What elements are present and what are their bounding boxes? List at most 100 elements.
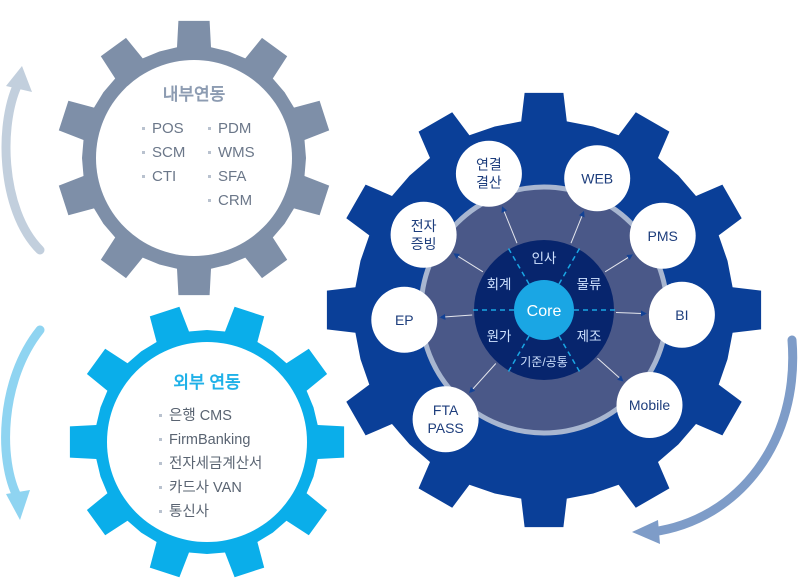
list-item-label: WMS [218,144,255,161]
list-item-label: CRM [218,192,252,209]
list-item: CRM [208,192,252,209]
module-connector [453,253,484,273]
module-connector [615,310,647,317]
bullet-icon [208,175,211,178]
list-item: POS [142,120,184,137]
segment-divider [507,335,530,373]
bullet-icon [142,175,145,178]
list-item-label: 전자세금계산서 [169,455,262,472]
segment-label: 제조 [577,329,602,344]
module-circle [390,201,457,268]
bullet-icon [159,510,162,513]
list-item-label: 카드사 VAN [169,479,242,496]
list-item: SFA [208,168,246,185]
list-item: PDM [208,120,251,137]
module-label: 연결 [476,157,502,173]
module-label: Mobile [629,397,670,413]
list-item: CTI [142,168,176,185]
bullet-icon [159,438,162,441]
module-circle [412,386,479,453]
segment-label: 기준/공통 [520,355,568,369]
segment-label: 인사 [532,251,557,266]
module-label: 결산 [476,175,502,191]
internal-title: 내부연동 [163,85,226,104]
bullet-icon [142,151,145,154]
list-item-label: 은행 CMS [169,407,232,424]
list-item: 전자세금계산서 [159,455,262,472]
list-item-label: FirmBanking [169,432,250,448]
module-circle [629,202,696,269]
cycle-arrow-bottom-left [1,325,45,503]
bullet-icon [208,151,211,154]
module-node: FTA PASS [412,386,479,453]
module-label: FTA [433,402,459,418]
cycle-arrow-right-head [632,520,660,544]
module-connector [604,254,634,273]
external-title: 외부 연동 [173,373,241,392]
gear-internal-face [96,60,292,256]
module-node: BI [648,281,715,348]
cycle-arrow-right [647,335,798,537]
list-item: WMS [208,144,255,161]
bullet-icon [159,486,162,489]
list-item-label: PDM [218,120,251,137]
bullet-icon [159,462,162,465]
core-center-label: Core [527,303,562,320]
list-item-label: CTI [152,168,176,185]
cycle-arrow-bottom-left-head [6,490,30,520]
list-item: FirmBanking [159,432,250,448]
cycle-arrow-top-left [1,75,45,255]
segment-divider [558,247,581,285]
module-circle [564,145,631,212]
module-connector [439,313,473,320]
module-label: BI [675,307,688,323]
module-label: 증빙 [411,236,437,252]
segment-label: 회계 [487,277,512,292]
list-item-label: POS [152,120,184,137]
module-node: EP [371,286,438,353]
module-connector [570,210,585,244]
list-item: 통신사 [159,503,209,520]
cycle-arrow-top-left-head [6,66,32,92]
core-center [514,280,574,340]
core-segment-dividers [472,247,616,373]
module-circle [371,286,438,353]
module-node: Mobile [616,372,683,438]
bullet-icon [142,127,145,130]
segment-label: 원가 [487,329,512,344]
module-connector [597,357,624,382]
module-connector [501,206,518,244]
module-label: PASS [427,420,463,436]
bullet-icon [159,414,162,417]
module-circle [648,281,715,348]
module-connector [469,363,497,394]
segment-label: 물류 [577,277,602,292]
bullet-icon [208,127,211,130]
module-label: WEB [581,170,613,186]
list-item: SCM [142,144,185,161]
gear-external-face [107,342,307,542]
list-item: 카드사 VAN [159,479,242,496]
list-item-label: SCM [152,144,185,161]
list-item-label: 통신사 [169,503,209,520]
list-item-label: SFA [218,168,246,185]
module-label: PMS [648,228,678,244]
module-node: WEB [564,145,631,212]
module-circle [455,140,522,207]
core-module-connectors [439,206,647,394]
module-circle [616,372,683,438]
internal-integration-gear: 내부연동 POS SCM CTI PDM WMS SFA CRM [58,20,330,296]
segment-divider [507,247,530,285]
list-item: 은행 CMS [159,407,232,424]
segment-divider [558,335,581,373]
module-node: PMS [629,202,696,269]
module-label: 전자 [411,218,437,234]
